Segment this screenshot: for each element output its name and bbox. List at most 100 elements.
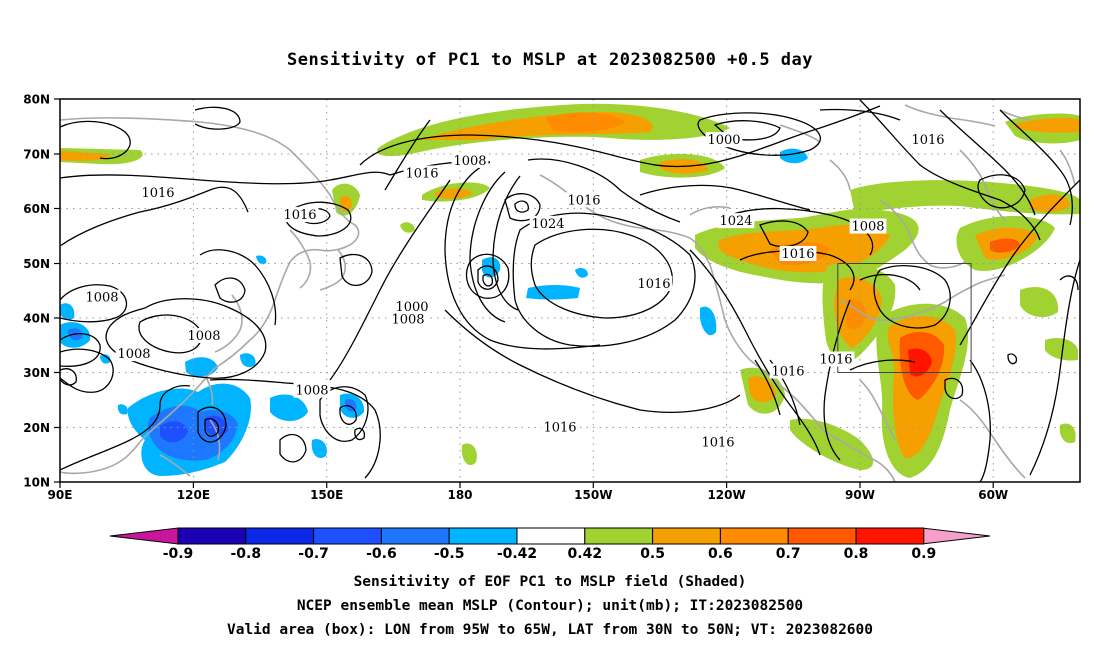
colorbar-label: 0.6 (708, 546, 733, 562)
colorbar-swatch (245, 527, 315, 545)
contour-label: 1016 (141, 186, 174, 201)
contour-label-bg (717, 213, 755, 229)
lon-label: 120W (707, 488, 745, 502)
colorbar-label: -0.5 (434, 546, 465, 562)
colorbar-label: 0.8 (844, 546, 869, 562)
caption-line-2: NCEP ensemble mean MSLP (Contour); unit(… (296, 598, 804, 614)
lon-label: 90E (48, 488, 73, 502)
coastlines (60, 104, 1076, 482)
contour-label: 1008 (295, 384, 328, 399)
contour-label: 1016 (701, 436, 734, 451)
contour-label: 1016 (781, 247, 814, 262)
colorbar-label: 0.7 (776, 546, 801, 562)
contour-label: 1008 (851, 220, 884, 235)
colorbar-label: 0.5 (640, 546, 665, 562)
contour-label: 1008 (187, 329, 220, 344)
colorbar-label: -0.9 (163, 546, 194, 562)
colorbar-label: -0.7 (298, 546, 329, 562)
colorbar-swatch (448, 527, 518, 545)
lon-label: 180 (447, 488, 472, 502)
contour-label-bg (699, 434, 737, 450)
contour-label-bg (281, 207, 319, 223)
colorbar-label: -0.42 (497, 546, 537, 562)
contour-label-bg (139, 185, 177, 201)
lat-label: 80N (23, 93, 50, 107)
lat-label: 60N (23, 202, 50, 216)
contour-label: 1008 (453, 154, 486, 169)
contour-label: 1024 (719, 214, 752, 229)
lon-label: 60W (978, 488, 1008, 502)
graticule (60, 99, 1080, 482)
colorbar-swatch (787, 527, 857, 545)
caption-line-1: Sensitivity of EOF PC1 to MSLP field (Sh… (353, 574, 747, 590)
contour-label-bg (705, 132, 743, 148)
contour-label: 1016 (771, 365, 804, 380)
colorbar-swatch (313, 527, 382, 545)
contour-label: 1008 (117, 347, 150, 362)
colorbar-label: -0.8 (230, 546, 261, 562)
contour-label-bg (83, 289, 121, 305)
contour-label-bg (769, 363, 807, 379)
contour-label: 1016 (543, 420, 576, 435)
contour-label-bg (451, 152, 489, 168)
contour-label: 1000 (395, 300, 428, 315)
lon-label: 150W (574, 488, 612, 502)
contour-label: 1024 (531, 217, 564, 232)
lon-axis-labels: 90E 120E 150E 180 150W 120W 90W 60W (48, 488, 1009, 502)
lon-label: 90W (845, 488, 875, 502)
contour-label-bg (185, 328, 223, 344)
lat-label: 20N (23, 421, 50, 435)
colorbar-low-arrow (109, 527, 179, 545)
contour-label: 1016 (567, 193, 600, 208)
contour-label-bg (293, 382, 331, 398)
lon-label: 120E (177, 488, 210, 502)
contour-label-bg (779, 245, 817, 261)
colorbar-swatch (855, 527, 925, 545)
colorbar-swatch (177, 527, 247, 545)
colorbar-swatch (584, 527, 654, 545)
contour-label-bg (529, 215, 567, 231)
lat-label: 10N (23, 476, 50, 490)
colorbar-label: 0.9 (911, 546, 936, 562)
lat-label: 40N (23, 312, 50, 326)
contour-label: 1016 (405, 167, 438, 182)
lon-label: 150E (310, 488, 343, 502)
contour-label-bg (403, 165, 441, 181)
colorbar-swatch (719, 527, 789, 545)
colorbar-high-arrow (921, 527, 991, 545)
colorbar-swatch (380, 527, 450, 545)
colorbar-label: -0.6 (366, 546, 397, 562)
contour-label-bg (565, 192, 603, 208)
contour-label: 1016 (283, 208, 316, 223)
colorbar: -0.9 -0.8 -0.7 -0.6 -0.5 -0.42 0.42 0.5 0.6 0.7 0.… (109, 527, 991, 562)
lat-axis-labels: 80N 70N 60N 50N 40N 30N 20N 10N (23, 93, 50, 490)
contour-label: 1016 (819, 353, 852, 368)
contour-label-bg (393, 299, 431, 315)
mslp-contours (60, 99, 1080, 482)
caption-line-3: Valid area (box): LON from 95W to 65W, L… (226, 622, 873, 638)
contour-label: 1016 (637, 277, 670, 292)
colorbar-label: 0.42 (568, 546, 603, 562)
colorbar-swatch (516, 527, 586, 545)
plot-frame (59, 98, 1081, 483)
lat-label: 50N (23, 257, 50, 271)
contour-label: 1000 (707, 133, 740, 148)
map-title: Sensitivity of PC1 to MSLP at 2023082500… (286, 50, 813, 70)
contour-label-bg (909, 132, 947, 148)
lat-label: 70N (23, 148, 50, 162)
lat-label: 30N (23, 366, 50, 380)
contour-label-bg (635, 276, 673, 292)
contour-label: 1008 (391, 313, 424, 328)
contour-label-bg (817, 351, 855, 367)
contour-label-bg (849, 218, 887, 234)
contour-label-bg (389, 311, 427, 327)
contour-label: 1008 (85, 291, 118, 306)
contour-label: 1016 (911, 133, 944, 148)
contour-label-bg (541, 419, 579, 435)
tick-marks (54, 98, 994, 488)
valid-area-box (837, 263, 972, 373)
colorbar-swatch (652, 527, 721, 545)
contour-label-bg (115, 346, 153, 362)
